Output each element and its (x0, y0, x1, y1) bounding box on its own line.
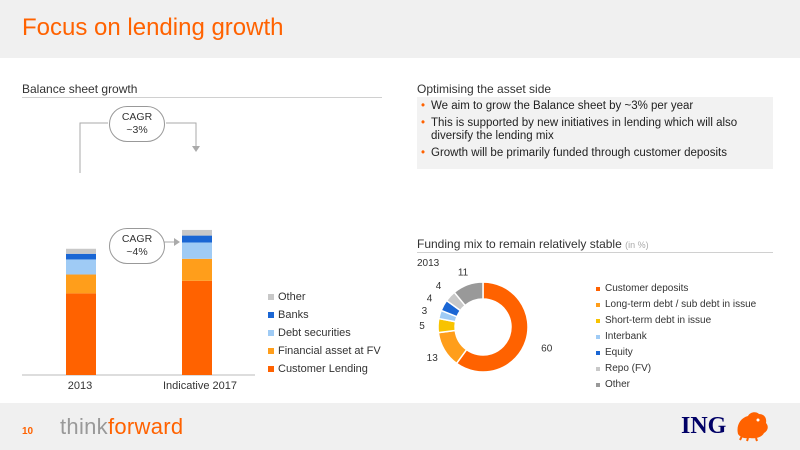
ing-logo: ING (681, 413, 727, 439)
funding-unit: (in %) (625, 240, 649, 250)
donut-slice-other (453, 281, 484, 307)
donut-value-label: 3 (422, 306, 428, 317)
arrow-right-icon (174, 238, 180, 246)
donut-value-label: 4 (436, 281, 442, 292)
donut-value-label: 13 (427, 353, 439, 364)
cagr-badge-top: CAGR ~3% (109, 106, 165, 142)
donut-value-label: 60 (541, 344, 553, 355)
donut-value-label: 4 (427, 294, 433, 305)
bullet-text: Growth will be primarily funded through … (431, 147, 727, 159)
bar-segment-customer-lending (66, 293, 96, 375)
cagr-connector-top (79, 122, 108, 173)
bullet-dot-icon: • (421, 117, 426, 129)
legend-swatch (268, 330, 274, 336)
legend-swatch (596, 303, 600, 307)
bullet-item: • Growth will be primarily funded through… (417, 147, 773, 160)
legend-label: Short-term debt in issue (605, 315, 712, 326)
bar-tick-label: Indicative 2017 (163, 380, 237, 392)
brand-forward: forward (107, 414, 184, 439)
legend-label: Banks (278, 309, 309, 321)
legend-swatch (596, 367, 600, 371)
bullet-dot-icon: • (421, 100, 426, 112)
cagr-connector-top-right (166, 122, 197, 146)
donut-slice-interbank (437, 309, 458, 323)
legend-swatch (268, 312, 274, 318)
legend-label: Repo (FV) (605, 363, 652, 374)
brand-think: think (60, 414, 108, 439)
legend-label: Customer deposits (605, 283, 689, 294)
donut-slice-customer-deposits (455, 281, 529, 373)
legend-swatch (596, 319, 600, 323)
bar-segment-customer-lending (182, 280, 212, 375)
legend-label: Equity (605, 347, 633, 358)
donut-value-label: 11 (458, 267, 469, 278)
bullet-text: This is supported by new initiatives in … (431, 117, 738, 142)
legend-label: Customer Lending (278, 363, 368, 375)
legend-swatch (596, 335, 600, 339)
legend-label: Financial asset at FV (278, 345, 381, 357)
bar-segment-banks (182, 235, 212, 243)
bullet-item: • This is supported by new initiatives in… (417, 117, 773, 143)
bar-segment-debt-securities (66, 259, 96, 275)
legend-swatch (268, 366, 274, 372)
bar-segment-other (182, 229, 212, 236)
lion-icon (737, 412, 768, 442)
asset-bullet-list: • We aim to grow the Balance sheet by ~3%… (417, 97, 773, 169)
cagr-badge-bottom: CAGR ~4% (109, 228, 165, 264)
cagr-value: ~3% (126, 124, 148, 136)
arrow-down-icon (192, 146, 200, 152)
bar-segment-banks (66, 253, 96, 260)
cagr-value: ~4% (126, 246, 148, 258)
bullet-item: • We aim to grow the Balance sheet by ~3%… (417, 100, 773, 113)
bar-segment-debt-securities (182, 242, 212, 259)
cagr-label: CAGR (121, 111, 153, 123)
page-number: 10 (22, 426, 34, 437)
legend-swatch (596, 351, 600, 355)
bar-tick-label: 2013 (67, 380, 93, 392)
bar-segment-financial-asset-at-fv (182, 258, 212, 281)
funding-title-text: Funding mix to remain relatively stable (417, 237, 622, 251)
donut-slice-short-term-debt-in-issue (437, 317, 457, 334)
bullet-text: We aim to grow the Balance sheet by ~3% … (431, 100, 694, 112)
title-bar (0, 0, 800, 58)
legend-swatch (268, 294, 274, 300)
legend-swatch (596, 287, 600, 291)
donut-slice-equity (440, 299, 462, 318)
legend-swatch (596, 383, 600, 387)
donut-year-label: 2013 (417, 258, 440, 269)
legend-label: Long-term debt / sub debt in issue (605, 299, 757, 310)
page-title: Focus on lending growth (22, 14, 284, 41)
asset-side-title: Optimising the asset side (417, 82, 552, 96)
legend-swatch (268, 348, 274, 354)
donut-value-label: 5 (419, 321, 425, 332)
bar-segment-other (66, 248, 96, 254)
legend-label: Other (278, 291, 306, 303)
left-section-rule (22, 97, 382, 98)
donut-slice-repo-fv (445, 291, 467, 312)
footer-bar (0, 403, 800, 450)
legend-label: Other (605, 379, 631, 390)
cagr-label: CAGR (121, 233, 153, 245)
legend-label: Debt securities (278, 327, 351, 339)
thinkforward-logo: thinkforward (60, 414, 183, 440)
bullet-dot-icon: • (421, 147, 426, 159)
bar-segment-financial-asset-at-fv (66, 274, 96, 294)
funding-rule (417, 252, 773, 253)
donut-slice-long-term-debt-sub-debt-in-issue (437, 329, 468, 365)
balance-sheet-title: Balance sheet growth (22, 82, 138, 96)
funding-mix-title: Funding mix to remain relatively stable … (417, 237, 649, 251)
legend-label: Interbank (605, 331, 647, 342)
